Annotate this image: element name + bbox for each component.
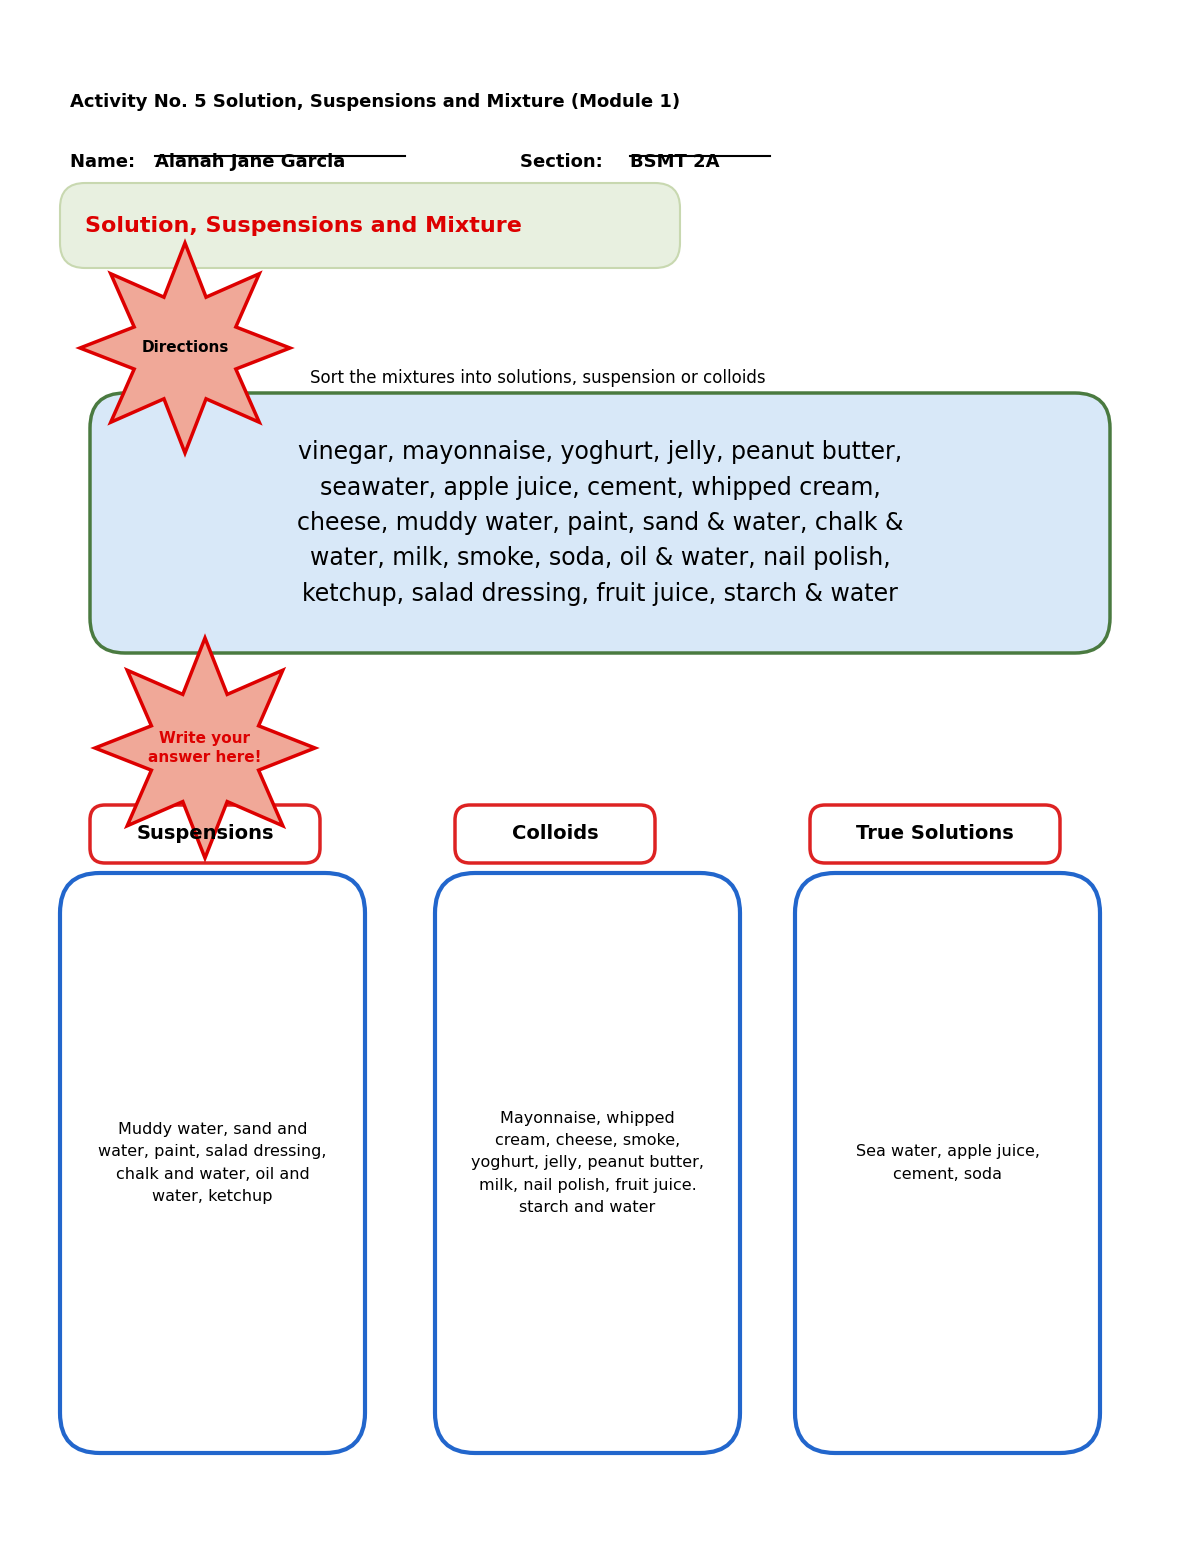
FancyBboxPatch shape <box>434 873 740 1454</box>
Text: Section:: Section: <box>520 154 610 171</box>
Text: Activity No. 5 Solution, Suspensions and Mixture (Module 1): Activity No. 5 Solution, Suspensions and… <box>70 93 680 110</box>
Text: Sea water, apple juice,
cement, soda: Sea water, apple juice, cement, soda <box>856 1145 1039 1182</box>
Polygon shape <box>80 242 290 453</box>
Text: Colloids: Colloids <box>511 825 599 843</box>
Text: BSMT 2A: BSMT 2A <box>630 154 720 171</box>
FancyBboxPatch shape <box>796 873 1100 1454</box>
Text: Suspensions: Suspensions <box>137 825 274 843</box>
FancyBboxPatch shape <box>810 804 1060 863</box>
FancyBboxPatch shape <box>90 393 1110 652</box>
Text: Write your
answer here!: Write your answer here! <box>149 730 262 766</box>
FancyBboxPatch shape <box>60 183 680 269</box>
Text: Name:: Name: <box>70 154 142 171</box>
Text: Sort the mixtures into solutions, suspension or colloids: Sort the mixtures into solutions, suspen… <box>310 370 766 387</box>
Text: Mayonnaise, whipped
cream, cheese, smoke,
yoghurt, jelly, peanut butter,
milk, n: Mayonnaise, whipped cream, cheese, smoke… <box>470 1110 704 1214</box>
Text: Directions: Directions <box>142 340 229 356</box>
Polygon shape <box>95 638 314 857</box>
FancyBboxPatch shape <box>90 804 320 863</box>
Text: vinegar, mayonnaise, yoghurt, jelly, peanut butter,
seawater, apple juice, cemen: vinegar, mayonnaise, yoghurt, jelly, pea… <box>296 439 904 606</box>
Text: Alanah Jane Garcia: Alanah Jane Garcia <box>155 154 346 171</box>
Text: Solution, Suspensions and Mixture: Solution, Suspensions and Mixture <box>85 216 522 236</box>
Text: True Solutions: True Solutions <box>856 825 1014 843</box>
Text: Muddy water, sand and
water, paint, salad dressing,
chalk and water, oil and
wat: Muddy water, sand and water, paint, sala… <box>98 1123 326 1204</box>
FancyBboxPatch shape <box>455 804 655 863</box>
FancyBboxPatch shape <box>60 873 365 1454</box>
